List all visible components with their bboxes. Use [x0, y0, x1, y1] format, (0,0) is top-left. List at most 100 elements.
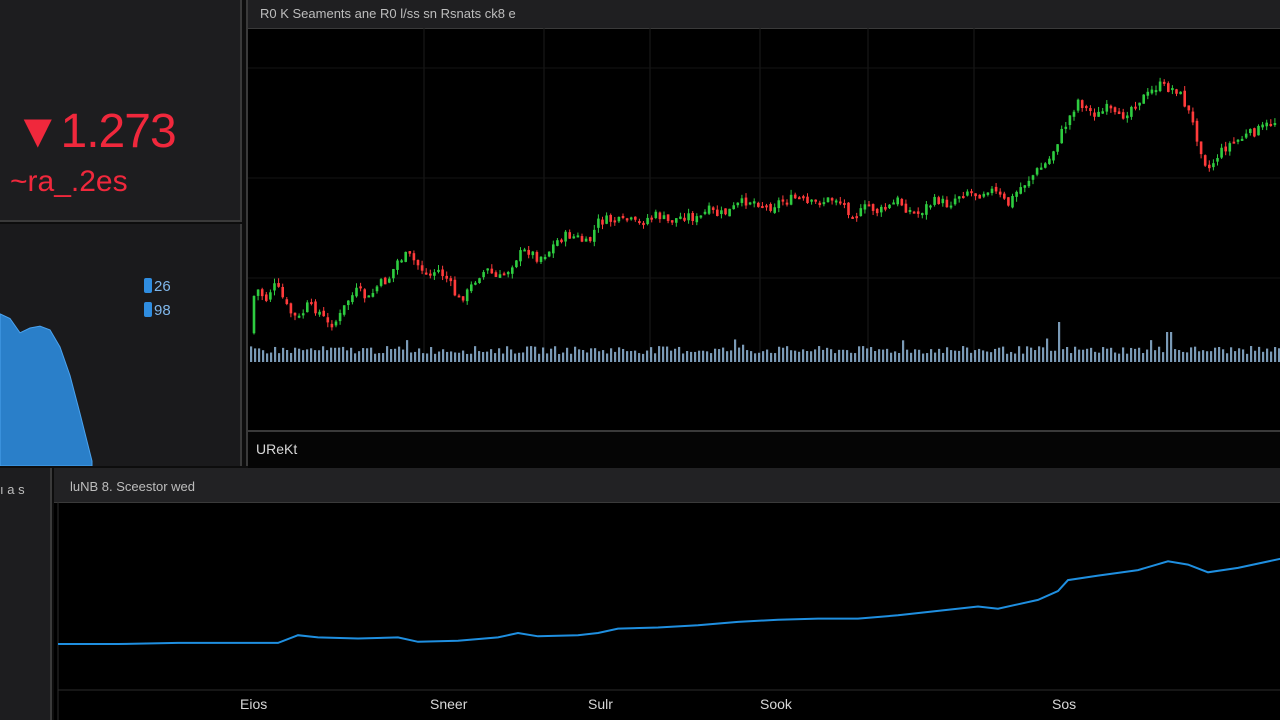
volume-bar [774, 353, 777, 362]
candle-body [933, 196, 936, 205]
candle-body [1085, 106, 1088, 109]
series-line [58, 557, 1280, 645]
candle-body [900, 199, 904, 206]
candle-body [383, 277, 387, 285]
candle-body [1019, 187, 1022, 194]
volume-bar [630, 351, 633, 362]
candle-body [658, 212, 662, 220]
candle-body [1253, 128, 1256, 137]
volume-bar [1006, 353, 1009, 362]
candle-body [375, 286, 379, 292]
candle-body [1031, 175, 1035, 180]
volume-bar [1166, 332, 1169, 362]
candle-body [1076, 99, 1080, 111]
candle-body [404, 251, 407, 262]
volume-bar [822, 349, 825, 362]
candle-body [875, 208, 879, 214]
volume-bar [902, 340, 905, 362]
candle-body [1199, 141, 1203, 155]
candle-body [601, 219, 604, 225]
candle-body [929, 205, 932, 208]
candle-body [830, 198, 834, 201]
candle-body [634, 216, 637, 220]
down-arrow-icon: ▼ [14, 105, 62, 158]
candle-body [1216, 158, 1219, 162]
volume-bar [718, 349, 721, 362]
volume-bar [594, 348, 597, 362]
candle-body [396, 260, 399, 270]
candle-body [1101, 111, 1104, 114]
volume-bar [1250, 346, 1253, 362]
candle-body [269, 292, 272, 300]
candle-body [388, 278, 391, 283]
volume-bar [398, 346, 401, 362]
volume-bar [606, 353, 609, 362]
candle-body [654, 211, 658, 219]
candle-body [1117, 111, 1121, 115]
volume-bar [278, 353, 281, 362]
volume-bar [390, 349, 393, 362]
candle-body [1134, 106, 1137, 109]
volume-bar [1218, 347, 1221, 362]
x-tick-label: Eios [240, 696, 268, 712]
candle-body [478, 278, 481, 283]
candle-body [945, 199, 949, 208]
volume-bar [1066, 347, 1069, 362]
candle-body [515, 260, 518, 268]
candle-body [818, 202, 822, 206]
candlestick-chart[interactable] [248, 28, 1280, 430]
volume-bar [1242, 349, 1245, 362]
candle-body [970, 191, 973, 194]
volume-bar [994, 348, 997, 362]
volume-bar [1262, 351, 1265, 362]
volume-bar [1082, 349, 1085, 362]
price-change: ~ra_.2es [10, 165, 128, 198]
candles [252, 77, 1277, 335]
line-chart[interactable] [54, 502, 1280, 720]
volume-bar [886, 348, 889, 362]
candle-body [1183, 90, 1186, 107]
candle-body [416, 259, 420, 266]
volume-bar [1034, 350, 1037, 362]
candle-body [584, 238, 588, 242]
candle-body [855, 216, 858, 219]
candle-body [843, 203, 846, 206]
volume-bar [1002, 346, 1005, 362]
candle-body [433, 272, 436, 276]
candle-body [1060, 128, 1063, 144]
candle-body [1015, 191, 1018, 197]
candle-body [761, 206, 764, 209]
volume-bar [870, 347, 873, 362]
volume-bar [894, 351, 897, 362]
candle-body [720, 210, 723, 215]
volume-bar [658, 346, 661, 362]
candle-body [441, 269, 444, 277]
candle-body [445, 275, 448, 279]
candle-body [916, 211, 920, 214]
candle-body [765, 205, 768, 208]
volume-bar [618, 347, 621, 362]
volume-bar [882, 349, 885, 362]
volume-bar [1266, 348, 1269, 362]
candle-body [506, 272, 510, 275]
volume-bar [1038, 346, 1041, 362]
volume-bar [754, 353, 757, 362]
candle-body [617, 216, 621, 222]
legend-swatch [144, 278, 152, 293]
volume-bar [694, 351, 697, 362]
candle-body [1007, 197, 1010, 206]
line-chart-title: luNB 8. Sceestor wed [70, 479, 196, 494]
volume-bar [762, 351, 765, 362]
volume-bar [422, 353, 425, 362]
volume-bar [678, 346, 681, 362]
volume-bar [1078, 349, 1081, 362]
volume-bar [294, 347, 297, 362]
candle-body [921, 213, 924, 216]
candle-body [1244, 133, 1248, 138]
candle-body [1003, 193, 1006, 199]
candle-body [859, 208, 863, 217]
candle-body [748, 202, 752, 205]
candle-body [306, 302, 309, 313]
volume-bar [950, 350, 953, 362]
volume-bar [1190, 347, 1193, 362]
